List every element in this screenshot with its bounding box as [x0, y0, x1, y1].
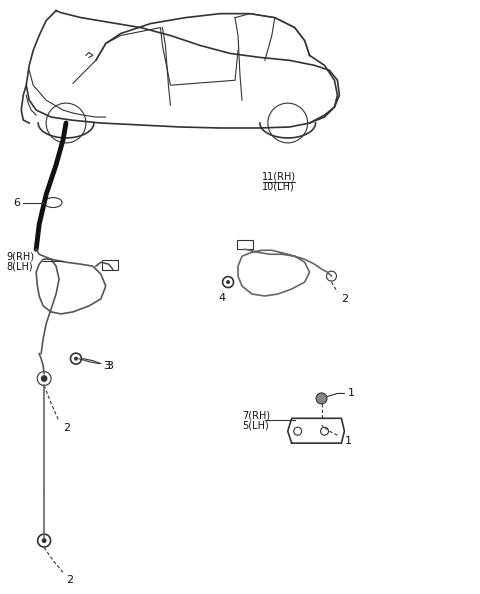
Text: 1: 1 [348, 388, 354, 399]
FancyBboxPatch shape [102, 260, 118, 270]
Text: 11(RH): 11(RH) [262, 172, 296, 182]
Text: 7(RH): 7(RH) [242, 410, 270, 421]
Circle shape [41, 375, 47, 381]
Circle shape [223, 277, 234, 287]
Text: 10(LH): 10(LH) [262, 182, 295, 192]
Circle shape [316, 393, 327, 404]
Circle shape [37, 372, 51, 386]
Text: 2: 2 [66, 576, 73, 585]
Circle shape [42, 538, 47, 543]
Text: 6: 6 [13, 198, 20, 207]
Text: 8(LH): 8(LH) [6, 261, 33, 271]
Text: 4: 4 [218, 293, 226, 303]
Circle shape [74, 356, 78, 361]
Circle shape [226, 280, 230, 284]
Text: 2: 2 [63, 424, 70, 433]
Text: 5(LH): 5(LH) [242, 420, 269, 430]
Text: 3: 3 [103, 361, 110, 371]
Circle shape [37, 534, 50, 547]
Circle shape [71, 353, 82, 364]
Text: 9(RH): 9(RH) [6, 251, 35, 261]
Text: 3: 3 [106, 361, 113, 371]
Text: 1: 1 [344, 436, 351, 446]
FancyBboxPatch shape [237, 241, 253, 249]
Text: 2: 2 [341, 294, 348, 304]
